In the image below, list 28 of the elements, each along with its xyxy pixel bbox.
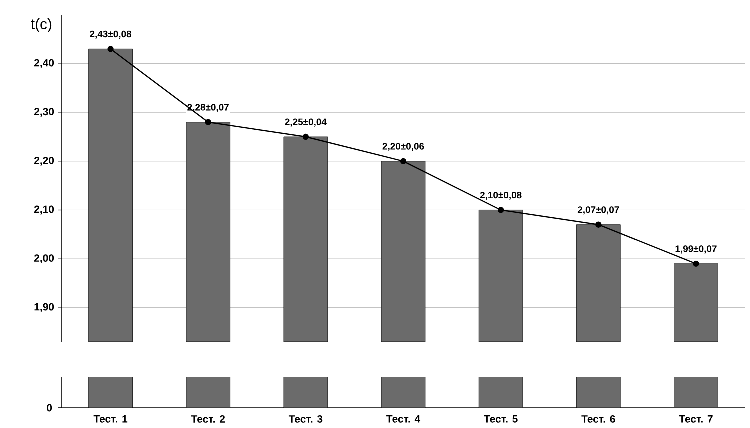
y-tick-label: 2,10 — [34, 206, 54, 215]
data-label: 1,99±0,07 — [676, 246, 717, 254]
y-tick-label: 2,30 — [34, 108, 54, 118]
x-tick-label: Тест. 6 — [582, 416, 616, 423]
point — [205, 119, 212, 126]
text: 0 — [47, 404, 52, 412]
point — [498, 207, 504, 214]
y-tick-label: 2,00 — [34, 254, 54, 264]
data-label: 2,07±0,07 — [578, 206, 620, 215]
data-label: 2,25±0,04 — [285, 118, 327, 127]
x-tick-label: Тест. 7 — [679, 416, 713, 423]
data-label: 2,10±0,08 — [480, 192, 522, 200]
point — [693, 260, 700, 267]
x-tick-label: Тест. 3 — [288, 416, 323, 423]
y-tick-label: 1,90 — [34, 303, 54, 312]
y-tick-label: 2,20 — [34, 156, 54, 166]
y-axis-title: t(c) — [31, 18, 52, 32]
y-tick-label: 2,40 — [34, 59, 54, 68]
x-tick-label: Тест. 1 — [94, 416, 128, 423]
x-tick-label: Тест. 2 — [191, 416, 226, 423]
x-tick-label: Тест. 4 — [386, 416, 421, 423]
data-label: 2,43±0,08 — [90, 30, 132, 39]
point — [108, 46, 114, 52]
point — [400, 158, 407, 165]
point — [302, 134, 310, 140]
point — [596, 222, 602, 228]
x-tick-label: Тест. 5 — [484, 416, 518, 423]
data-label: 2,20±0,06 — [382, 143, 424, 152]
